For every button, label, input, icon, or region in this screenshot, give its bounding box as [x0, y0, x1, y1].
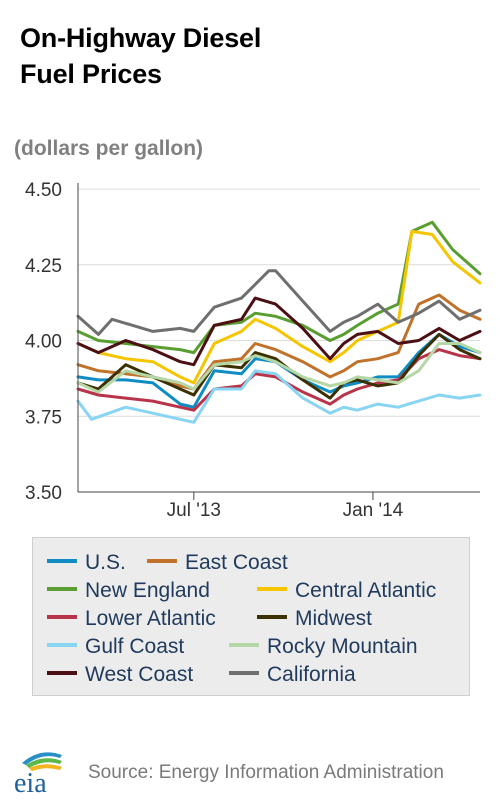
- legend-swatch: [229, 643, 259, 648]
- legend-item: Lower Atlantic: [47, 605, 216, 633]
- legend-label: East Coast: [185, 551, 288, 574]
- series-line-west-coast: [76, 296, 482, 367]
- legend-label: Rocky Mountain: [267, 635, 418, 658]
- legend-label: Midwest: [295, 607, 373, 630]
- legend-item: California: [229, 661, 356, 689]
- legend-item: New England: [47, 577, 210, 605]
- legend-label: Lower Atlantic: [85, 607, 216, 630]
- chart-title: On-Highway Diesel Fuel Prices: [20, 20, 261, 92]
- legend-item: West Coast: [47, 661, 193, 689]
- title-line-1: On-Highway Diesel: [20, 23, 262, 53]
- legend-item: Rocky Mountain: [229, 633, 418, 661]
- eia-logo-icon: eia: [14, 752, 62, 795]
- legend-label: California: [267, 663, 356, 686]
- legend-label: U.S.: [85, 551, 126, 574]
- legend-item: East Coast: [147, 549, 288, 577]
- y-tick-label: 3.75: [25, 407, 62, 428]
- legend-item: Central Atlantic: [257, 577, 436, 605]
- series-line-gulf-coast: [76, 369, 482, 424]
- legend-label: West Coast: [85, 663, 194, 686]
- legend-item: Midwest: [257, 605, 372, 633]
- legend-item: U.S.: [47, 549, 126, 577]
- x-tick-label: Jul '13: [167, 500, 221, 521]
- y-tick-label: 4.00: [25, 332, 62, 353]
- legend: U.S. East Coast New England Central Atlanti…: [32, 537, 470, 696]
- legend-swatch: [47, 671, 77, 676]
- legend-swatch: [47, 643, 77, 648]
- legend-label: Gulf Coast: [85, 635, 185, 658]
- logo-text: eia: [14, 768, 47, 795]
- series-line-new-england: [76, 220, 482, 355]
- line-chart: 4.50 4.25 4.00 3.75 3.50 Jul '13 Jan '14: [25, 180, 482, 521]
- legend-swatch: [147, 559, 177, 564]
- legend-swatch: [257, 587, 287, 592]
- legend-swatch: [47, 559, 77, 564]
- legend-label: New England: [85, 579, 210, 602]
- series-line-california: [76, 269, 482, 336]
- y-tick-label: 4.25: [25, 256, 62, 277]
- legend-label: Central Atlantic: [295, 579, 437, 602]
- source-note: Source: Energy Information Administratio…: [88, 762, 444, 783]
- units-label: (dollars per gallon): [14, 137, 204, 160]
- series-line-central-atlantic: [76, 229, 482, 385]
- legend-swatch: [47, 587, 77, 592]
- series-line-rocky-mountain: [76, 342, 482, 394]
- title-line-2: Fuel Prices: [20, 59, 162, 89]
- x-tick-label: Jan '14: [343, 500, 404, 521]
- legend-item: Gulf Coast: [47, 633, 184, 661]
- legend-swatch: [229, 671, 259, 676]
- legend-swatch: [257, 615, 287, 620]
- y-tick-label: 3.50: [25, 483, 62, 504]
- legend-swatch: [47, 615, 77, 620]
- y-tick-label: 4.50: [25, 180, 62, 201]
